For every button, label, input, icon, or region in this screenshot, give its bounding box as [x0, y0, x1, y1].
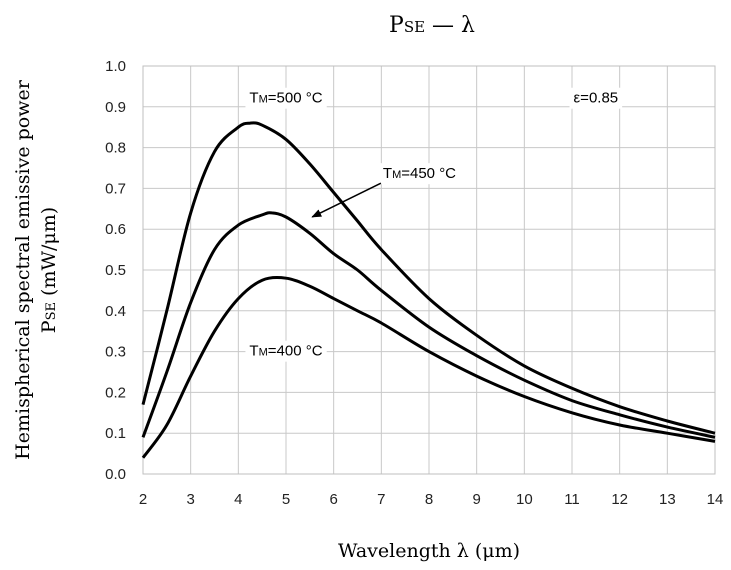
annotation-sub: M [392, 169, 401, 181]
annotation-background [569, 87, 623, 109]
x-tick-label: 6 [329, 491, 337, 508]
y-tick-label: 0.8 [105, 140, 126, 157]
x-tick-label: 7 [377, 491, 385, 508]
plot-border [142, 65, 716, 475]
y-tick-label: 0.6 [105, 221, 126, 238]
chart-title-sub: SE [404, 18, 425, 36]
y-tick-labels: 0.0 0.1 0.2 0.3 0.4 0.5 0.6 0.7 0.8 0.9 1.0 [105, 58, 126, 483]
x-axis-label: Wavelength λ (μm) [338, 540, 520, 562]
y-tick-label: 0.5 [105, 262, 126, 279]
x-tick-label: 4 [234, 491, 242, 508]
annotation-label: TM=500 °C [249, 90, 322, 107]
annotation-sub: M [259, 347, 268, 359]
y-tick-label: 0.0 [105, 466, 126, 483]
chart-title-rest: — λ [425, 13, 475, 38]
y-axis-label-sub: SE [44, 302, 59, 320]
annotation-main: T [249, 90, 258, 107]
annotation-backgrounds [245, 87, 623, 362]
series-line [141, 211, 716, 439]
annotation-background [245, 340, 327, 362]
annotation-label: TM=450 °C [383, 165, 456, 182]
y-tick-label: 1.0 [105, 58, 126, 75]
annotation-rest: =400 °C [268, 343, 323, 360]
chart-title-main: P [389, 13, 404, 38]
x-tick-label: 14 [707, 491, 724, 508]
chart-title: PSE — λ [389, 13, 475, 38]
x-tick-label: 3 [186, 491, 194, 508]
y-axis-label-line2: PSE (mW/μm) [38, 207, 60, 333]
annotation-label: TM=400 °C [249, 343, 322, 360]
plot-area: TM=500 °CTM=450 °CTM=400 °Cε=0.85 [141, 65, 716, 475]
y-tick-label: 0.4 [105, 303, 126, 320]
y-axis-label: Hemispherical spectral emissive power PS… [12, 79, 60, 460]
annotation-background [378, 163, 461, 185]
y-tick-label: 0.7 [105, 180, 126, 197]
y-axis-label-main: P [38, 320, 60, 333]
series-lines [141, 121, 716, 459]
annotations: TM=500 °CTM=450 °CTM=400 °Cε=0.85 [249, 90, 618, 360]
y-axis-label-line1: Hemispherical spectral emissive power [12, 79, 34, 460]
x-tick-label: 12 [611, 491, 628, 508]
x-tick-labels: 2 3 4 5 6 7 8 9 10 11 12 13 14 [139, 491, 724, 508]
annotation-background [245, 87, 327, 109]
annotation-main: T [249, 343, 258, 360]
x-tick-label: 10 [516, 491, 533, 508]
x-tick-label: 8 [425, 491, 433, 508]
annotation-rest: =500 °C [268, 90, 323, 107]
series-line [141, 121, 716, 435]
annotation-label: ε=0.85 [574, 90, 619, 107]
y-tick-label: 0.1 [105, 425, 126, 442]
x-tick-label: 11 [564, 491, 580, 508]
x-tick-label: 13 [659, 491, 676, 508]
y-tick-label: 0.9 [105, 99, 126, 116]
annotation-main: T [383, 165, 392, 182]
y-axis-label-rest: (mW/μm) [38, 207, 60, 302]
annotation-arrow [311, 182, 382, 218]
x-tick-label: 9 [472, 491, 480, 508]
x-tick-label: 5 [282, 491, 290, 508]
annotation-rest: =450 °C [401, 165, 456, 182]
y-tick-label: 0.3 [105, 344, 126, 361]
annotation-sub: M [259, 94, 268, 106]
y-tick-label: 0.2 [105, 384, 126, 401]
series-line [141, 275, 716, 459]
x-tick-label: 2 [139, 491, 147, 508]
